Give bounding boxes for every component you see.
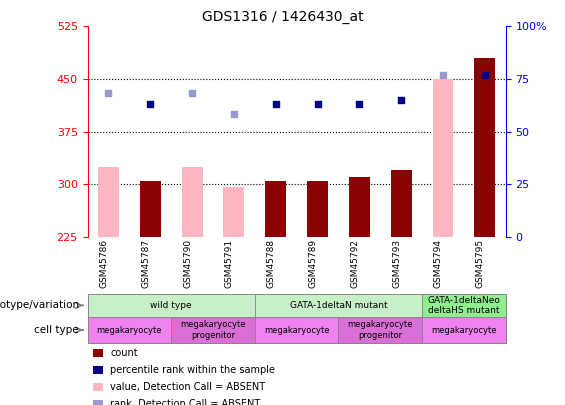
Text: GSM45794: GSM45794	[434, 239, 443, 288]
Point	[146, 100, 155, 107]
Text: megakaryocyte: megakaryocyte	[264, 326, 329, 335]
Text: GSM45792: GSM45792	[350, 239, 359, 288]
Point	[480, 72, 489, 79]
Text: GSM45795: GSM45795	[476, 239, 485, 288]
Point	[188, 90, 197, 96]
Text: GSM45790: GSM45790	[183, 239, 192, 288]
Bar	[391, 170, 412, 237]
Text: percentile rank within the sample: percentile rank within the sample	[110, 365, 275, 375]
Bar	[266, 181, 286, 237]
Bar	[182, 167, 202, 237]
Text: GSM45787: GSM45787	[141, 239, 150, 288]
Point	[355, 100, 364, 107]
Point	[438, 72, 447, 79]
Text: value, Detection Call = ABSENT: value, Detection Call = ABSENT	[110, 382, 266, 392]
Text: count: count	[110, 348, 138, 358]
Text: megakaryocyte: megakaryocyte	[97, 326, 162, 335]
Bar	[349, 177, 370, 237]
Text: GSM45786: GSM45786	[99, 239, 108, 288]
Text: cell type: cell type	[34, 325, 79, 335]
Bar	[307, 181, 328, 237]
Text: GSM45793: GSM45793	[392, 239, 401, 288]
Bar	[433, 79, 453, 237]
Bar	[140, 181, 161, 237]
Point	[271, 100, 280, 107]
Text: genotype/variation: genotype/variation	[0, 301, 79, 310]
Text: GSM45788: GSM45788	[267, 239, 276, 288]
Point	[229, 111, 238, 117]
Bar	[475, 58, 496, 237]
Text: GDS1316 / 1426430_at: GDS1316 / 1426430_at	[202, 10, 363, 24]
Point	[313, 100, 322, 107]
Text: wild type: wild type	[150, 301, 192, 310]
Text: megakaryocyte
progenitor: megakaryocyte progenitor	[347, 320, 413, 340]
Text: GATA-1deltaN mutant: GATA-1deltaN mutant	[290, 301, 387, 310]
Text: GATA-1deltaNeo
deltaHS mutant: GATA-1deltaNeo deltaHS mutant	[428, 296, 500, 315]
Text: rank, Detection Call = ABSENT: rank, Detection Call = ABSENT	[110, 399, 260, 405]
Point	[397, 97, 406, 103]
Text: megakaryocyte: megakaryocyte	[431, 326, 497, 335]
Text: GSM45789: GSM45789	[308, 239, 318, 288]
Bar	[98, 167, 119, 237]
Point	[104, 90, 113, 96]
Text: GSM45791: GSM45791	[225, 239, 234, 288]
Text: megakaryocyte
progenitor: megakaryocyte progenitor	[180, 320, 246, 340]
Bar	[224, 187, 244, 237]
